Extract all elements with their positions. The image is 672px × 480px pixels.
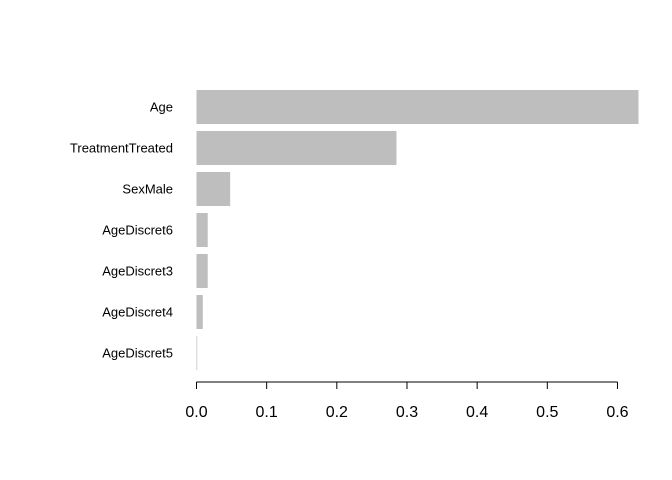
x-tick-label-4: 0.4 — [466, 404, 488, 421]
category-label-agediscret3: AgeDiscret3 — [102, 264, 173, 279]
bar-treatmenttreated — [196, 131, 397, 165]
bar-sexmale — [196, 172, 231, 206]
bar-agediscret4 — [196, 295, 203, 329]
bar-agediscret3 — [196, 254, 208, 288]
x-tick-label-5: 0.5 — [536, 404, 558, 421]
bar-agediscret6 — [196, 213, 208, 247]
x-tick-label-3: 0.3 — [396, 404, 418, 421]
x-tick-label-6: 0.6 — [606, 404, 628, 421]
category-label-age: Age — [150, 100, 173, 115]
category-label-treatmenttreated: TreatmentTreated — [70, 141, 173, 156]
category-label-agediscret5: AgeDiscret5 — [102, 346, 173, 361]
category-label-agediscret4: AgeDiscret4 — [102, 305, 173, 320]
category-labels-group: Age TreatmentTreated SexMale AgeDiscret6 Age… — [70, 100, 173, 361]
x-tick-label-2: 0.2 — [326, 404, 348, 421]
bar-age — [196, 90, 639, 124]
category-label-sexmale: SexMale — [122, 182, 173, 197]
x-tick-label-1: 0.1 — [256, 404, 278, 421]
bars-group — [196, 90, 639, 370]
x-axis: 0.0 0.1 0.2 0.3 0.4 0.5 0.6 — [185, 381, 629, 421]
x-tick-label-0: 0.0 — [185, 404, 207, 421]
category-label-agediscret6: AgeDiscret6 — [102, 223, 173, 238]
bar-agediscret5 — [196, 336, 198, 370]
